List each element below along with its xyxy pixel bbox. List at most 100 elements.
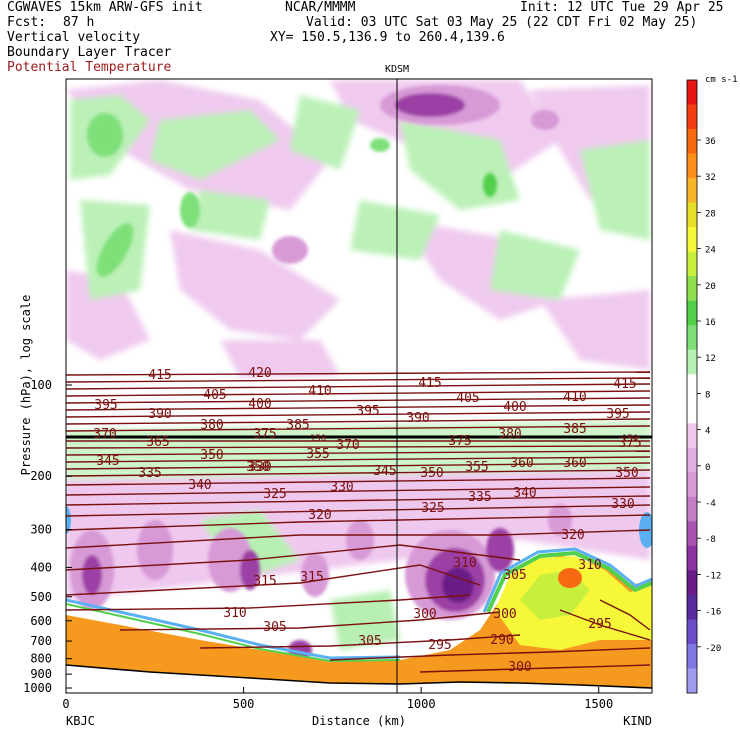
marker-label-left: 150 bbox=[310, 434, 326, 444]
theta-contour bbox=[329, 647, 651, 661]
theta-label: 405 bbox=[203, 388, 226, 403]
theta-label: 310 bbox=[578, 558, 601, 573]
wave-band-up bbox=[290, 95, 360, 170]
wave-band-up bbox=[350, 200, 440, 260]
x-tick-label: 1500 bbox=[584, 697, 613, 711]
theta-label: 305 bbox=[503, 568, 526, 583]
theta-contour bbox=[66, 514, 651, 531]
colorbar-segment bbox=[687, 472, 697, 498]
colorbar-tick-label: 36 bbox=[705, 137, 716, 147]
x-axis-title: Distance (km) bbox=[312, 714, 406, 728]
x-tick-label: 500 bbox=[233, 697, 255, 711]
colorbar-segment bbox=[687, 594, 697, 620]
theta-contour bbox=[119, 611, 501, 631]
theta-label: 390 bbox=[406, 411, 429, 426]
theta-contour bbox=[66, 418, 651, 425]
y-axis-title: Pressure (hPa), log scale bbox=[19, 295, 33, 476]
colorbar-segment bbox=[687, 398, 697, 424]
theta-contour bbox=[66, 544, 521, 571]
wave-core-up bbox=[87, 113, 123, 157]
colorbar-segment bbox=[687, 349, 697, 375]
colorbar: cm s-1 36 32 28 24 20 16 12 8 4 0 -4 -8 -12 -16 -20 bbox=[686, 75, 738, 694]
theta-label: 395 bbox=[356, 404, 379, 419]
theta-label: 345 bbox=[373, 464, 396, 479]
colorbar-segment bbox=[687, 570, 697, 596]
convective-plume bbox=[558, 568, 582, 588]
y-tick-label: 800 bbox=[30, 652, 52, 666]
colorbar-segment bbox=[687, 276, 697, 302]
wave-band-up bbox=[190, 190, 270, 240]
wave-band-down bbox=[170, 230, 340, 340]
theta-label: 340 bbox=[513, 486, 536, 501]
theta-label: 290 bbox=[490, 633, 513, 648]
theta-contour bbox=[66, 594, 471, 611]
wave-core-down bbox=[395, 93, 465, 117]
theta-label: 305 bbox=[263, 620, 286, 635]
colorbar-tick-label: -8 bbox=[705, 535, 716, 545]
theta-label: 310 bbox=[453, 556, 476, 571]
forecast-hours: 87 h bbox=[63, 15, 95, 30]
theta-label: 350 bbox=[420, 466, 443, 481]
theta-labels: 415 420 415 415 395 405 400 410 405 400 410 395 390 3… bbox=[93, 366, 641, 675]
forecast-label: Fcst: bbox=[7, 15, 47, 30]
station-mid-label: KDSM bbox=[385, 64, 409, 75]
plot-frame bbox=[65, 78, 653, 694]
x-tick-label: 0 bbox=[62, 697, 69, 711]
lower-down-core bbox=[486, 528, 514, 572]
theta-label: 325 bbox=[421, 501, 444, 516]
theta-label: 395 bbox=[606, 407, 629, 422]
theta-label: 335 bbox=[138, 466, 161, 481]
theta-label: 415 bbox=[148, 368, 171, 383]
colorbar-tick-label: 8 bbox=[705, 390, 710, 400]
wave-band-up bbox=[150, 110, 280, 180]
colorbar-tick-label: -20 bbox=[705, 644, 721, 654]
theta-label: 300 bbox=[508, 660, 531, 675]
theta-label: 405 bbox=[456, 391, 479, 406]
colorbar-tick-label: -16 bbox=[705, 608, 721, 618]
theta-label: 395 bbox=[94, 398, 117, 413]
y-tick-label: 400 bbox=[30, 560, 52, 574]
lower-up-band bbox=[330, 590, 400, 650]
theta-label: 365 bbox=[146, 435, 169, 450]
theta-label: 340 bbox=[188, 478, 211, 493]
var-vertical-velocity: Vertical velocity bbox=[7, 30, 141, 45]
boundary-layer-tracer bbox=[66, 555, 652, 693]
theta-contour bbox=[66, 486, 651, 496]
theta-label: 355 bbox=[306, 447, 329, 462]
colorbar-segment bbox=[687, 227, 697, 253]
wave-core-up bbox=[96, 223, 134, 277]
lower-down-core bbox=[137, 520, 173, 580]
theta-label: 350 bbox=[615, 466, 638, 481]
theta-label: 370 bbox=[93, 427, 116, 442]
colorbar-segment bbox=[687, 668, 697, 694]
theta-contour bbox=[66, 371, 651, 376]
colorbar-segment bbox=[687, 80, 697, 106]
theta-label: 295 bbox=[428, 638, 451, 653]
theta-label: 315 bbox=[253, 574, 276, 589]
lower-down-core bbox=[301, 553, 329, 597]
colorbar-segment bbox=[687, 643, 697, 669]
y-tick-label: 500 bbox=[30, 590, 52, 604]
colorbar-tick-label: 12 bbox=[705, 354, 716, 364]
theta-label: 385 bbox=[286, 418, 309, 433]
theta-label: 345 bbox=[96, 454, 119, 469]
lower-up-band bbox=[200, 510, 300, 580]
theta-contour bbox=[559, 609, 651, 641]
lower-down-core bbox=[82, 555, 102, 595]
colorbar-tick-label: 0 bbox=[705, 463, 710, 473]
station-right-label: KIND bbox=[623, 714, 652, 728]
theta-label: 375 bbox=[253, 427, 276, 442]
lower-down-core bbox=[442, 567, 474, 603]
colorbar-tick-label: 32 bbox=[705, 173, 716, 183]
var-potential-temperature: Potential Temperature bbox=[7, 60, 172, 75]
theta-label: 410 bbox=[308, 384, 331, 399]
theta-label: 320 bbox=[561, 528, 584, 543]
y-tick-label: 200 bbox=[30, 469, 52, 483]
theta-label: 375 bbox=[448, 434, 471, 449]
theta-label: 325 bbox=[263, 487, 286, 502]
theta-label: 390 bbox=[148, 407, 171, 422]
theta-contour bbox=[66, 477, 651, 486]
station-left-label: KBJC bbox=[66, 714, 95, 728]
